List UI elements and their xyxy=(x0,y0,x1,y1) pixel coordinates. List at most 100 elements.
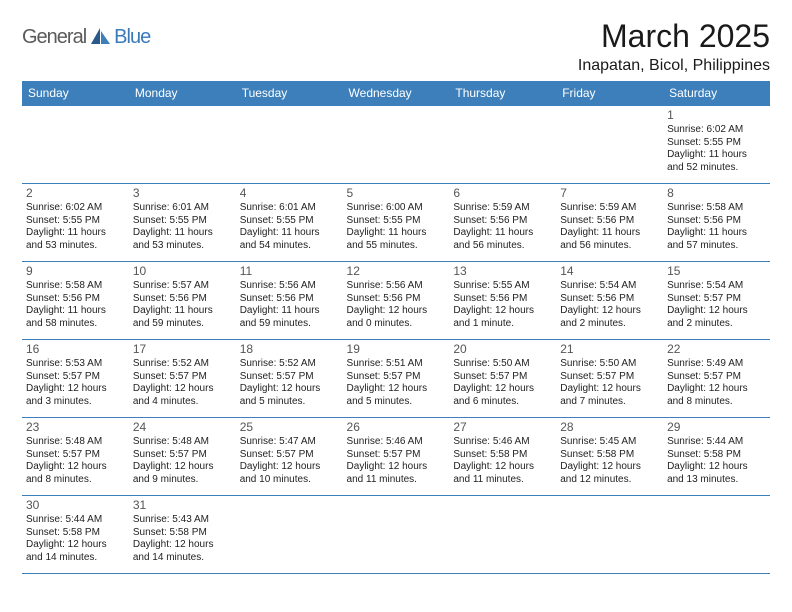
calendar-day-cell: 6Sunrise: 5:59 AMSunset: 5:56 PMDaylight… xyxy=(449,184,556,262)
header: General Blue March 2025 Inapatan, Bicol,… xyxy=(22,18,770,75)
day-number: 6 xyxy=(453,186,552,201)
daylight-text: Daylight: 11 hours and 56 minutes. xyxy=(453,227,552,252)
sunset-text: Sunset: 5:55 PM xyxy=(26,215,125,228)
calendar-day-cell: 12Sunrise: 5:56 AMSunset: 5:56 PMDayligh… xyxy=(343,262,450,340)
day-number: 28 xyxy=(560,420,659,435)
sunset-text: Sunset: 5:56 PM xyxy=(667,215,766,228)
sunset-text: Sunset: 5:55 PM xyxy=(347,215,446,228)
day-number: 20 xyxy=(453,342,552,357)
daylight-text: Daylight: 12 hours and 1 minute. xyxy=(453,305,552,330)
column-header: Monday xyxy=(129,81,236,106)
sunrise-text: Sunrise: 5:59 AM xyxy=(560,202,659,215)
calendar-day-cell: 13Sunrise: 5:55 AMSunset: 5:56 PMDayligh… xyxy=(449,262,556,340)
daylight-text: Daylight: 11 hours and 56 minutes. xyxy=(560,227,659,252)
day-number: 11 xyxy=(240,264,339,279)
sunrise-text: Sunrise: 5:51 AM xyxy=(347,358,446,371)
calendar-week-row: 2Sunrise: 6:02 AMSunset: 5:55 PMDaylight… xyxy=(22,184,770,262)
calendar-day-cell: 11Sunrise: 5:56 AMSunset: 5:56 PMDayligh… xyxy=(236,262,343,340)
calendar-day-cell xyxy=(556,496,663,574)
calendar-day-cell xyxy=(22,106,129,184)
calendar-day-cell: 16Sunrise: 5:53 AMSunset: 5:57 PMDayligh… xyxy=(22,340,129,418)
sunset-text: Sunset: 5:58 PM xyxy=(560,449,659,462)
column-header: Friday xyxy=(556,81,663,106)
sunrise-text: Sunrise: 5:56 AM xyxy=(240,280,339,293)
daylight-text: Daylight: 12 hours and 14 minutes. xyxy=(26,539,125,564)
sunset-text: Sunset: 5:57 PM xyxy=(453,371,552,384)
day-number: 30 xyxy=(26,498,125,513)
sunset-text: Sunset: 5:56 PM xyxy=(133,293,232,306)
sunset-text: Sunset: 5:56 PM xyxy=(26,293,125,306)
day-number: 7 xyxy=(560,186,659,201)
sunset-text: Sunset: 5:56 PM xyxy=(560,215,659,228)
daylight-text: Daylight: 11 hours and 52 minutes. xyxy=(667,149,766,174)
sunrise-text: Sunrise: 5:52 AM xyxy=(133,358,232,371)
calendar-day-cell xyxy=(449,106,556,184)
calendar-day-cell: 3Sunrise: 6:01 AMSunset: 5:55 PMDaylight… xyxy=(129,184,236,262)
calendar-day-cell: 26Sunrise: 5:46 AMSunset: 5:57 PMDayligh… xyxy=(343,418,450,496)
daylight-text: Daylight: 12 hours and 8 minutes. xyxy=(667,383,766,408)
sunset-text: Sunset: 5:56 PM xyxy=(560,293,659,306)
column-header: Wednesday xyxy=(343,81,450,106)
location-text: Inapatan, Bicol, Philippines xyxy=(578,57,770,75)
daylight-text: Daylight: 12 hours and 12 minutes. xyxy=(560,461,659,486)
sunrise-text: Sunrise: 6:02 AM xyxy=(667,124,766,137)
calendar-day-cell: 31Sunrise: 5:43 AMSunset: 5:58 PMDayligh… xyxy=(129,496,236,574)
sunset-text: Sunset: 5:56 PM xyxy=(240,293,339,306)
day-number: 3 xyxy=(133,186,232,201)
page-title: March 2025 xyxy=(578,18,770,55)
calendar-day-cell: 7Sunrise: 5:59 AMSunset: 5:56 PMDaylight… xyxy=(556,184,663,262)
sunrise-text: Sunrise: 5:44 AM xyxy=(667,436,766,449)
column-header: Saturday xyxy=(663,81,770,106)
day-number: 23 xyxy=(26,420,125,435)
calendar-day-cell xyxy=(449,496,556,574)
calendar-day-cell: 25Sunrise: 5:47 AMSunset: 5:57 PMDayligh… xyxy=(236,418,343,496)
sunrise-text: Sunrise: 6:01 AM xyxy=(240,202,339,215)
day-number: 15 xyxy=(667,264,766,279)
sunrise-text: Sunrise: 5:48 AM xyxy=(26,436,125,449)
day-number: 2 xyxy=(26,186,125,201)
sunrise-text: Sunrise: 5:57 AM xyxy=(133,280,232,293)
sunrise-text: Sunrise: 5:50 AM xyxy=(453,358,552,371)
calendar-week-row: 16Sunrise: 5:53 AMSunset: 5:57 PMDayligh… xyxy=(22,340,770,418)
calendar-day-cell: 24Sunrise: 5:48 AMSunset: 5:57 PMDayligh… xyxy=(129,418,236,496)
sunset-text: Sunset: 5:57 PM xyxy=(240,449,339,462)
sunrise-text: Sunrise: 5:53 AM xyxy=(26,358,125,371)
daylight-text: Daylight: 12 hours and 9 minutes. xyxy=(133,461,232,486)
sunset-text: Sunset: 5:58 PM xyxy=(26,527,125,540)
calendar-week-row: 23Sunrise: 5:48 AMSunset: 5:57 PMDayligh… xyxy=(22,418,770,496)
day-number: 13 xyxy=(453,264,552,279)
calendar-day-cell: 21Sunrise: 5:50 AMSunset: 5:57 PMDayligh… xyxy=(556,340,663,418)
calendar-day-cell: 29Sunrise: 5:44 AMSunset: 5:58 PMDayligh… xyxy=(663,418,770,496)
calendar-header-row: SundayMondayTuesdayWednesdayThursdayFrid… xyxy=(22,81,770,106)
sunset-text: Sunset: 5:57 PM xyxy=(240,371,339,384)
daylight-text: Daylight: 12 hours and 6 minutes. xyxy=(453,383,552,408)
day-number: 16 xyxy=(26,342,125,357)
day-number: 29 xyxy=(667,420,766,435)
daylight-text: Daylight: 12 hours and 2 minutes. xyxy=(560,305,659,330)
sunrise-text: Sunrise: 5:46 AM xyxy=(347,436,446,449)
daylight-text: Daylight: 11 hours and 53 minutes. xyxy=(26,227,125,252)
calendar-day-cell: 4Sunrise: 6:01 AMSunset: 5:55 PMDaylight… xyxy=(236,184,343,262)
daylight-text: Daylight: 12 hours and 10 minutes. xyxy=(240,461,339,486)
sunset-text: Sunset: 5:56 PM xyxy=(453,215,552,228)
calendar-body: 1Sunrise: 6:02 AMSunset: 5:55 PMDaylight… xyxy=(22,106,770,574)
sunrise-text: Sunrise: 5:50 AM xyxy=(560,358,659,371)
day-number: 26 xyxy=(347,420,446,435)
sunset-text: Sunset: 5:56 PM xyxy=(453,293,552,306)
sunset-text: Sunset: 5:58 PM xyxy=(133,527,232,540)
sunset-text: Sunset: 5:57 PM xyxy=(133,371,232,384)
calendar-week-row: 9Sunrise: 5:58 AMSunset: 5:56 PMDaylight… xyxy=(22,262,770,340)
day-number: 14 xyxy=(560,264,659,279)
day-number: 8 xyxy=(667,186,766,201)
sunrise-text: Sunrise: 5:59 AM xyxy=(453,202,552,215)
day-number: 27 xyxy=(453,420,552,435)
daylight-text: Daylight: 11 hours and 55 minutes. xyxy=(347,227,446,252)
calendar-day-cell xyxy=(236,496,343,574)
sunset-text: Sunset: 5:55 PM xyxy=(240,215,339,228)
sunrise-text: Sunrise: 6:02 AM xyxy=(26,202,125,215)
daylight-text: Daylight: 12 hours and 8 minutes. xyxy=(26,461,125,486)
day-number: 9 xyxy=(26,264,125,279)
column-header: Thursday xyxy=(449,81,556,106)
sunrise-text: Sunrise: 5:54 AM xyxy=(667,280,766,293)
logo: General Blue xyxy=(22,26,150,49)
